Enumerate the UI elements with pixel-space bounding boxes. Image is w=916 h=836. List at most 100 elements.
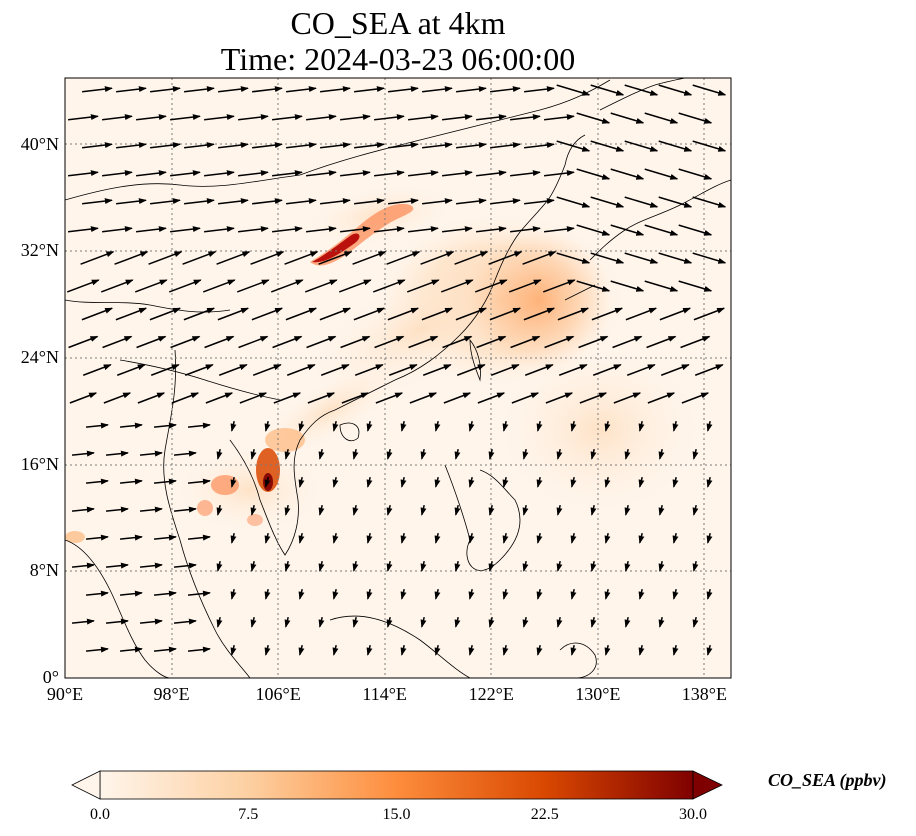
wind-arrow — [182, 251, 217, 265]
wind-arrow — [434, 644, 441, 656]
wind-arrow — [488, 448, 495, 460]
lon-tick-label: 114°E — [362, 684, 407, 704]
wind-arrow — [105, 562, 129, 569]
wind-arrow — [285, 307, 318, 321]
wind-arrow — [238, 226, 269, 233]
wind-arrow — [422, 364, 452, 376]
wind-arrow — [320, 142, 351, 149]
wind-arrow — [298, 420, 305, 432]
wind-arrow — [400, 420, 407, 432]
wind-arrow — [184, 198, 215, 205]
wind-arrow — [238, 170, 269, 177]
wind-arrow — [604, 644, 611, 656]
wind-arrow — [264, 476, 271, 488]
wind-arrow — [320, 364, 350, 376]
wind-arrow — [468, 588, 475, 600]
wind-arrow — [502, 532, 509, 544]
wind-arrow — [490, 86, 521, 93]
wind-arrow — [590, 252, 625, 264]
wind-arrow — [374, 114, 405, 121]
lat-tick-label: 16°N — [20, 453, 59, 474]
wind-arrow — [488, 560, 495, 572]
wind-arrow — [400, 532, 407, 544]
wind-arrow — [558, 364, 588, 376]
wind-arrow — [556, 140, 591, 152]
wind-arrow — [306, 226, 337, 233]
wind-arrow — [85, 422, 109, 429]
wind-arrow — [706, 644, 713, 656]
wind-arrow — [236, 279, 270, 293]
wind-arrow — [524, 198, 555, 205]
wind-arrow — [184, 142, 215, 149]
wind-arrow — [626, 364, 656, 376]
wind-arrow — [286, 86, 317, 93]
wind-arrow — [638, 476, 645, 488]
wind-arrow — [408, 114, 439, 121]
wind-arrow — [69, 392, 98, 404]
wind-vectors — [66, 84, 727, 656]
wind-arrow — [306, 335, 337, 349]
map-gridlines — [65, 78, 731, 678]
wind-arrow — [660, 364, 690, 376]
wind-arrow — [488, 251, 523, 265]
wind-arrow — [114, 251, 149, 265]
wind-arrow — [230, 644, 237, 656]
wind-arrow — [408, 335, 439, 349]
wind-arrow — [590, 84, 625, 96]
lat-tick-label: 32°N — [20, 240, 59, 261]
wind-arrow — [522, 616, 529, 628]
wind-arrow — [68, 226, 99, 233]
wind-arrow — [375, 392, 404, 404]
wind-arrow — [523, 307, 556, 321]
wind-arrow — [692, 196, 727, 208]
wind-arrow — [455, 307, 488, 321]
wind-arrow — [71, 562, 95, 569]
wind-arrow — [536, 532, 543, 544]
wind-arrow — [659, 307, 692, 321]
wind-arrow — [250, 504, 257, 516]
wind-arrow — [406, 279, 440, 293]
wind-arrow — [692, 252, 727, 264]
lat-tick-label: 24°N — [20, 347, 59, 367]
wind-arrow — [658, 448, 665, 460]
wind-arrow — [354, 86, 385, 93]
wind-arrow — [613, 392, 642, 404]
wind-arrow — [442, 335, 473, 349]
wind-arrow — [173, 618, 197, 625]
wind-arrow — [66, 279, 100, 293]
wind-arrow — [570, 420, 577, 432]
wind-arrow — [204, 226, 235, 233]
wind-arrow — [468, 532, 475, 544]
wind-arrow — [644, 168, 679, 180]
wind-arrow — [352, 448, 359, 460]
colorbar-label: CO_SEA (ppbv) — [768, 770, 887, 790]
wind-arrow — [264, 588, 271, 600]
wind-arrow — [692, 616, 699, 628]
wind-arrow — [250, 251, 285, 265]
wind-arrow — [318, 251, 353, 265]
wind-arrow — [202, 279, 236, 293]
wind-arrow — [510, 226, 541, 233]
wind-arrow — [388, 86, 419, 93]
wind-arrow — [82, 198, 113, 205]
wind-arrow — [216, 616, 223, 628]
lat-tick-label: 40°N — [20, 133, 59, 154]
wind-arrow — [298, 532, 305, 544]
wind-arrow — [85, 478, 109, 485]
wind-arrow — [81, 307, 114, 321]
wind-arrow — [678, 280, 713, 292]
wind-arrow — [82, 364, 112, 376]
wind-arrow — [173, 562, 197, 569]
wind-arrow — [625, 307, 658, 321]
wind-arrow — [150, 86, 181, 93]
wind-arrow — [264, 644, 271, 656]
wind-arrow — [442, 114, 473, 121]
wind-arrow — [672, 420, 679, 432]
wind-arrow — [624, 448, 631, 460]
wind-arrow — [386, 504, 393, 516]
wind-arrow — [672, 588, 679, 600]
wind-arrow — [173, 450, 197, 457]
wind-arrow — [386, 616, 393, 628]
wind-arrow — [352, 560, 359, 572]
wind-arrow — [434, 588, 441, 600]
